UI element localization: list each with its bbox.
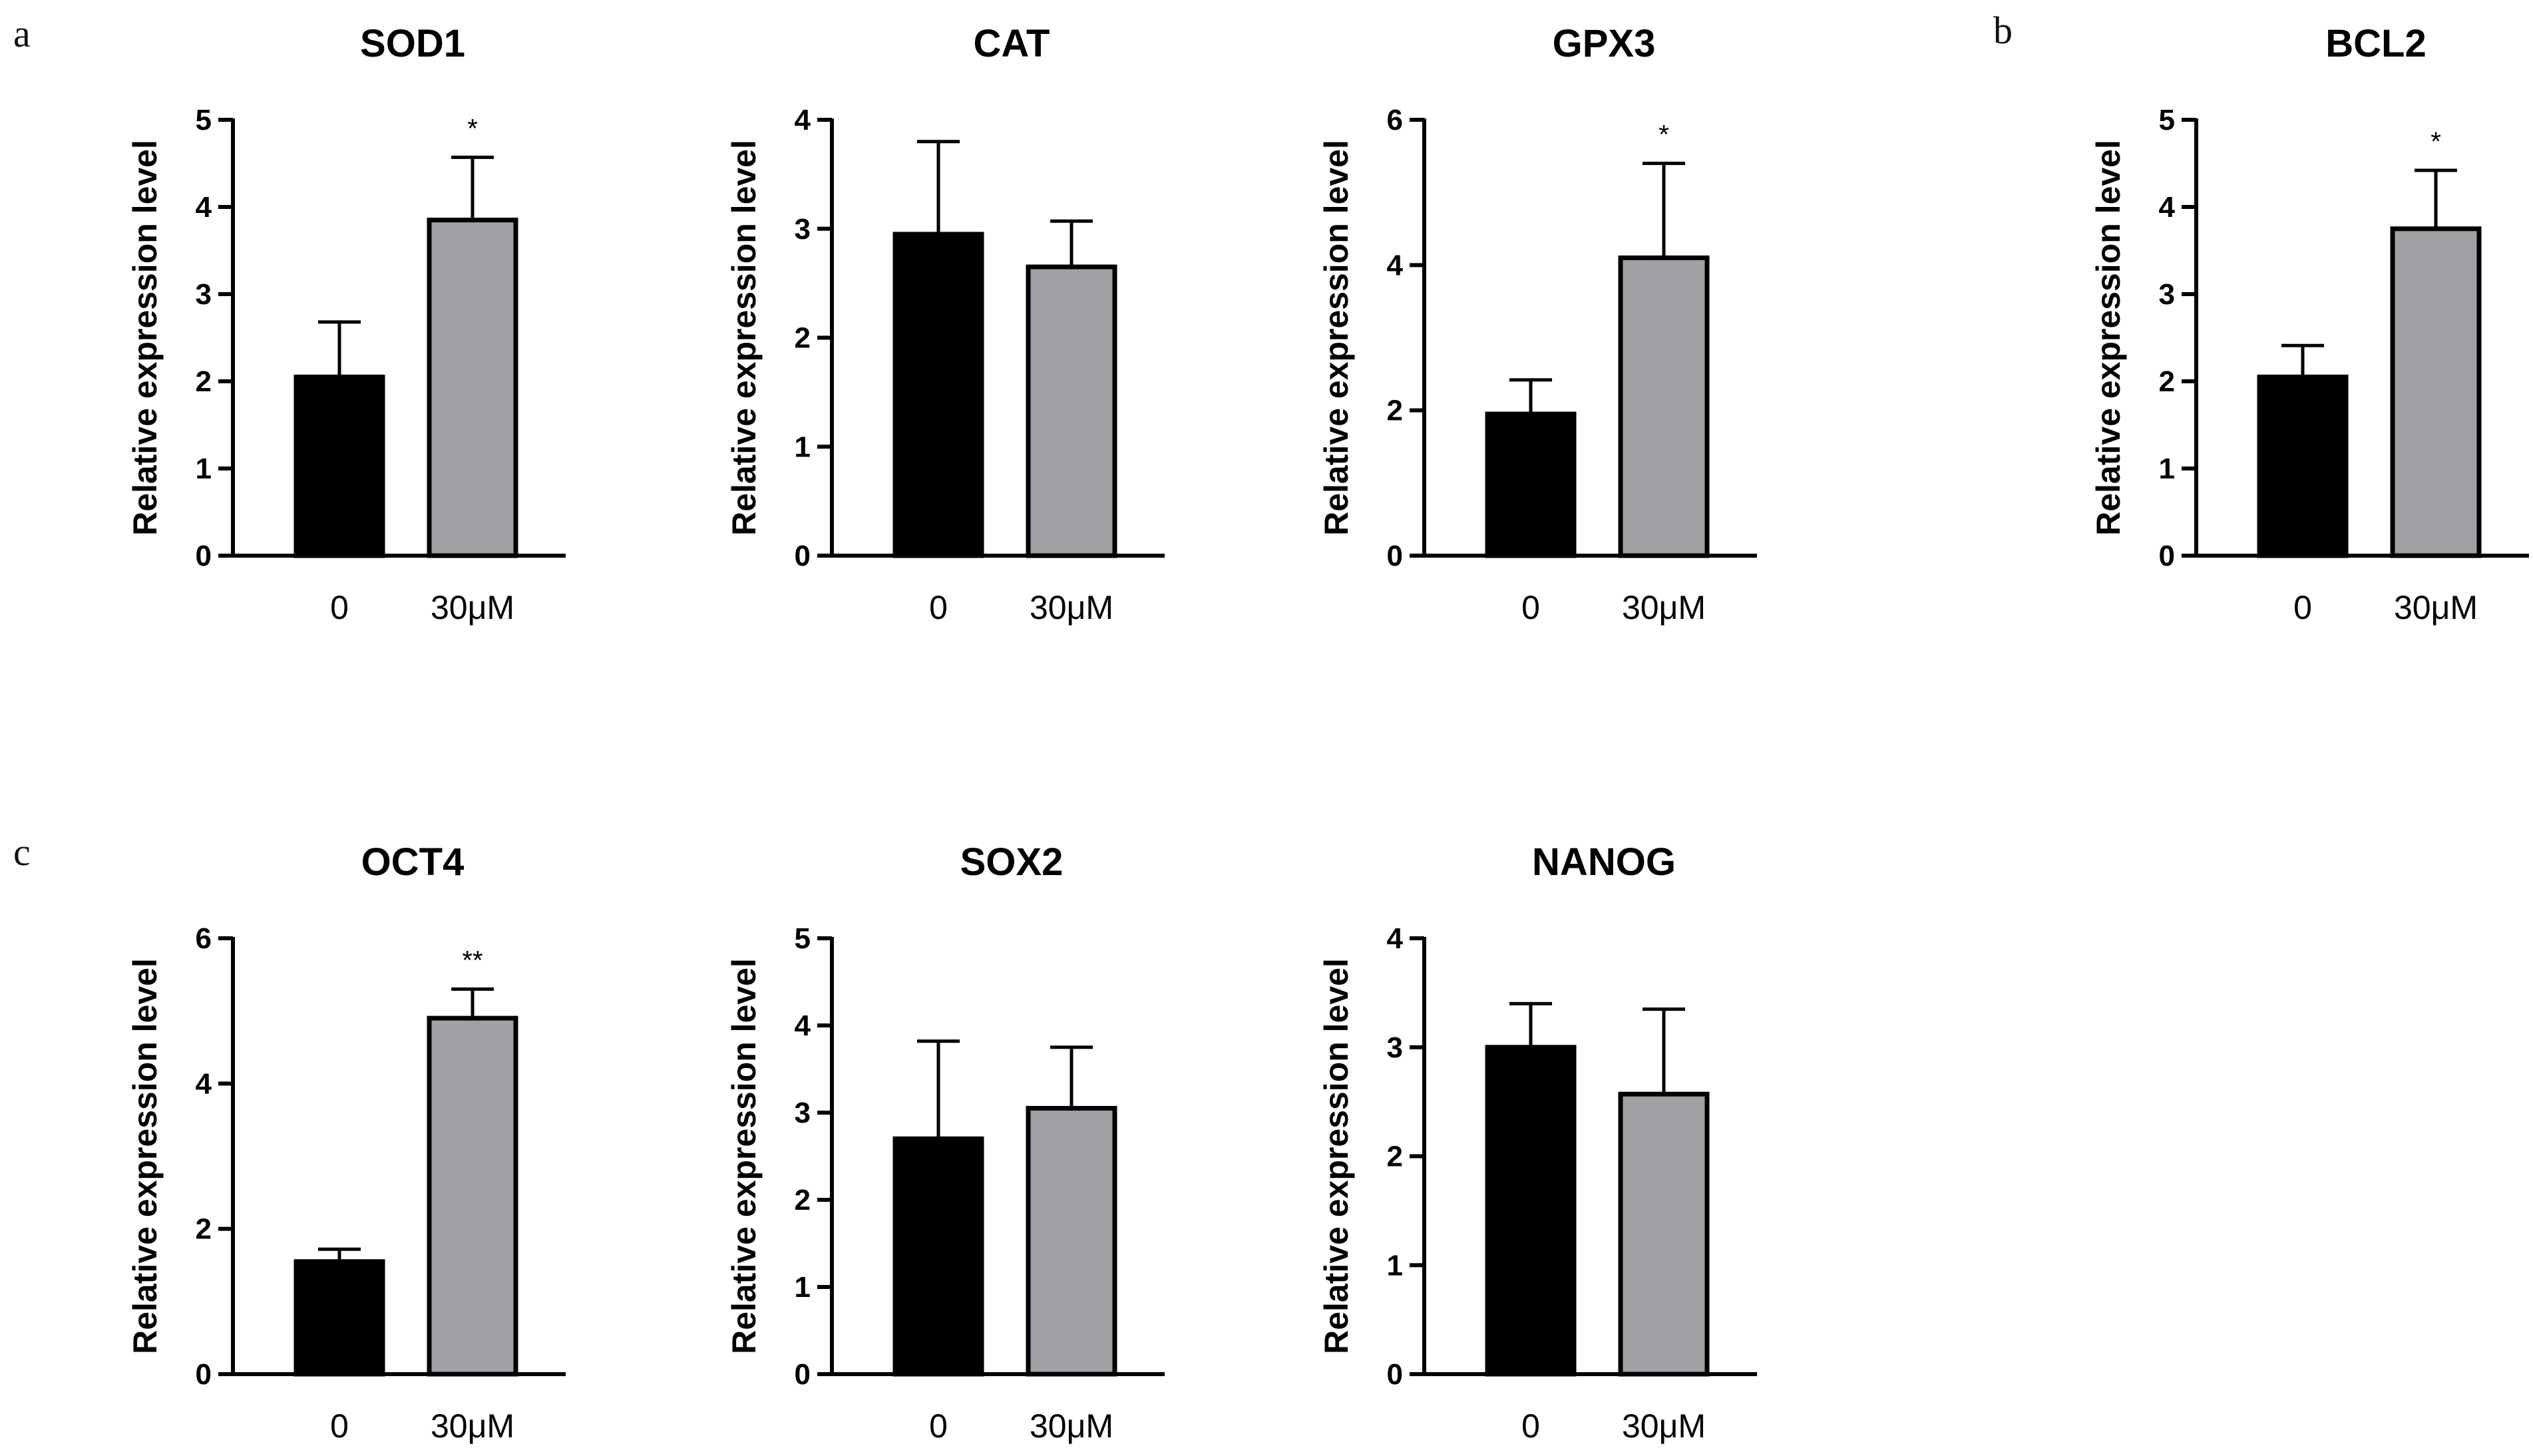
y-axis-label: Relative expression level	[2090, 140, 2127, 536]
y-tick-label: 2	[1387, 395, 1403, 427]
bar	[892, 1136, 984, 1377]
bar	[2390, 226, 2482, 558]
panel-letter-c: c	[13, 830, 31, 874]
chart-nanog: NANOG Relative expression level 0 1 2 3 4 0 30μM	[1318, 840, 1757, 1445]
chart-title: CAT	[974, 22, 1050, 65]
significance-marker: *	[1658, 120, 1669, 150]
y-axis-label: Relative expression level	[126, 958, 164, 1354]
y-tick-label: 4	[795, 1009, 811, 1042]
y-tick-label: 0	[795, 1358, 811, 1391]
x-tick-label: 0	[929, 589, 948, 626]
y-tick-label: 2	[196, 1213, 212, 1246]
y-tick-label: 4	[1387, 922, 1404, 955]
x-tick-label: 0	[1521, 589, 1540, 626]
y-tick-label: 6	[1387, 104, 1403, 136]
bar	[1026, 1105, 1117, 1377]
y-axis-label: Relative expression level	[126, 140, 164, 536]
x-tick-label: 30μM	[431, 1407, 514, 1445]
y-tick-label: 2	[1387, 1141, 1403, 1173]
bar	[2257, 374, 2349, 558]
bar	[1026, 264, 1117, 558]
y-tick-label: 2	[795, 322, 811, 355]
y-tick-label: 2	[2159, 365, 2175, 398]
y-tick-label: 3	[2159, 278, 2175, 311]
y-tick-label: 0	[795, 540, 811, 572]
charts-layer: SOD1 Relative expression level 0 1 2 3 4 5 0 30μM…	[126, 22, 2529, 1445]
x-tick-label: 0	[929, 1407, 948, 1445]
bar	[1618, 1091, 1710, 1377]
x-tick-label: 30μM	[1030, 1407, 1113, 1445]
bar	[1618, 255, 1710, 558]
y-tick-label: 0	[196, 540, 212, 572]
panel-letter-b: b	[1993, 9, 2013, 52]
chart-title: NANOG	[1532, 840, 1676, 884]
y-tick-label: 5	[795, 922, 811, 955]
y-tick-label: 3	[795, 213, 811, 246]
significance-marker: *	[467, 114, 478, 143]
y-tick-label: 1	[795, 1271, 811, 1304]
bar	[427, 1015, 518, 1377]
y-tick-label: 0	[1387, 540, 1403, 572]
x-tick-label: 0	[2293, 589, 2312, 626]
y-axis-label: Relative expression level	[1318, 140, 1355, 536]
y-tick-label: 1	[2159, 453, 2175, 485]
x-tick-label: 30μM	[1622, 589, 1706, 626]
x-tick-label: 0	[330, 1407, 349, 1445]
y-tick-label: 1	[795, 431, 811, 463]
y-tick-label: 0	[2159, 540, 2175, 572]
x-tick-label: 30μM	[1622, 1407, 1706, 1445]
chart-title: SOX2	[960, 840, 1064, 884]
y-tick-label: 2	[196, 365, 212, 398]
x-tick-label: 0	[1521, 1407, 1540, 1445]
y-axis-label: Relative expression level	[725, 958, 763, 1354]
x-tick-label: 30μM	[1030, 589, 1113, 626]
x-tick-label: 30μM	[2394, 589, 2478, 626]
y-tick-label: 3	[1387, 1031, 1403, 1064]
y-tick-label: 5	[2159, 104, 2175, 136]
chart-oct4: OCT4 Relative expression level 0 2 4 6 0 30μM **	[126, 840, 566, 1445]
significance-marker: **	[462, 946, 483, 975]
y-tick-label: 4	[196, 1067, 212, 1100]
significance-marker: *	[2431, 127, 2441, 156]
y-tick-label: 0	[1387, 1358, 1403, 1391]
y-tick-label: 6	[196, 922, 212, 955]
y-tick-label: 4	[196, 191, 212, 224]
y-tick-label: 3	[196, 278, 212, 311]
y-tick-label: 3	[795, 1097, 811, 1129]
chart-title: BCL2	[2325, 22, 2426, 65]
chart-title: GPX3	[1553, 22, 1656, 65]
chart-sod1: SOD1 Relative expression level 0 1 2 3 4 5 0 30μM…	[126, 22, 566, 626]
chart-sox2: SOX2 Relative expression level 0 1 2 3 4 5 0 30μM	[725, 840, 1165, 1445]
chart-title: SOD1	[360, 22, 465, 65]
bar	[1485, 1045, 1577, 1377]
y-tick-label: 2	[795, 1184, 811, 1216]
chart-cat: CAT Relative expression level 0 1 2 3 4 0 30μM	[725, 22, 1165, 626]
y-axis-label: Relative expression level	[1318, 958, 1355, 1354]
bar	[1485, 411, 1577, 558]
y-tick-label: 1	[1387, 1249, 1403, 1282]
x-tick-label: 0	[330, 589, 349, 626]
x-tick-label: 30μM	[431, 589, 514, 626]
y-tick-label: 0	[196, 1358, 212, 1391]
chart-gpx3: GPX3 Relative expression level 0 2 4 6 0 30μM *	[1318, 22, 1757, 626]
chart-title: OCT4	[361, 840, 465, 884]
y-tick-label: 5	[196, 104, 212, 136]
bar	[427, 218, 518, 558]
bar	[293, 1259, 385, 1377]
panel-letter-a: a	[13, 12, 31, 55]
bar	[892, 232, 984, 558]
bar	[293, 374, 385, 558]
chart-bcl2: BCL2 Relative expression level 0 1 2 3 4 5 0 30μM…	[2090, 22, 2529, 626]
y-tick-label: 4	[795, 104, 811, 136]
y-tick-label: 4	[1387, 249, 1404, 281]
y-tick-label: 1	[196, 453, 212, 485]
y-axis-label: Relative expression level	[725, 140, 763, 536]
y-tick-label: 4	[2159, 191, 2176, 224]
